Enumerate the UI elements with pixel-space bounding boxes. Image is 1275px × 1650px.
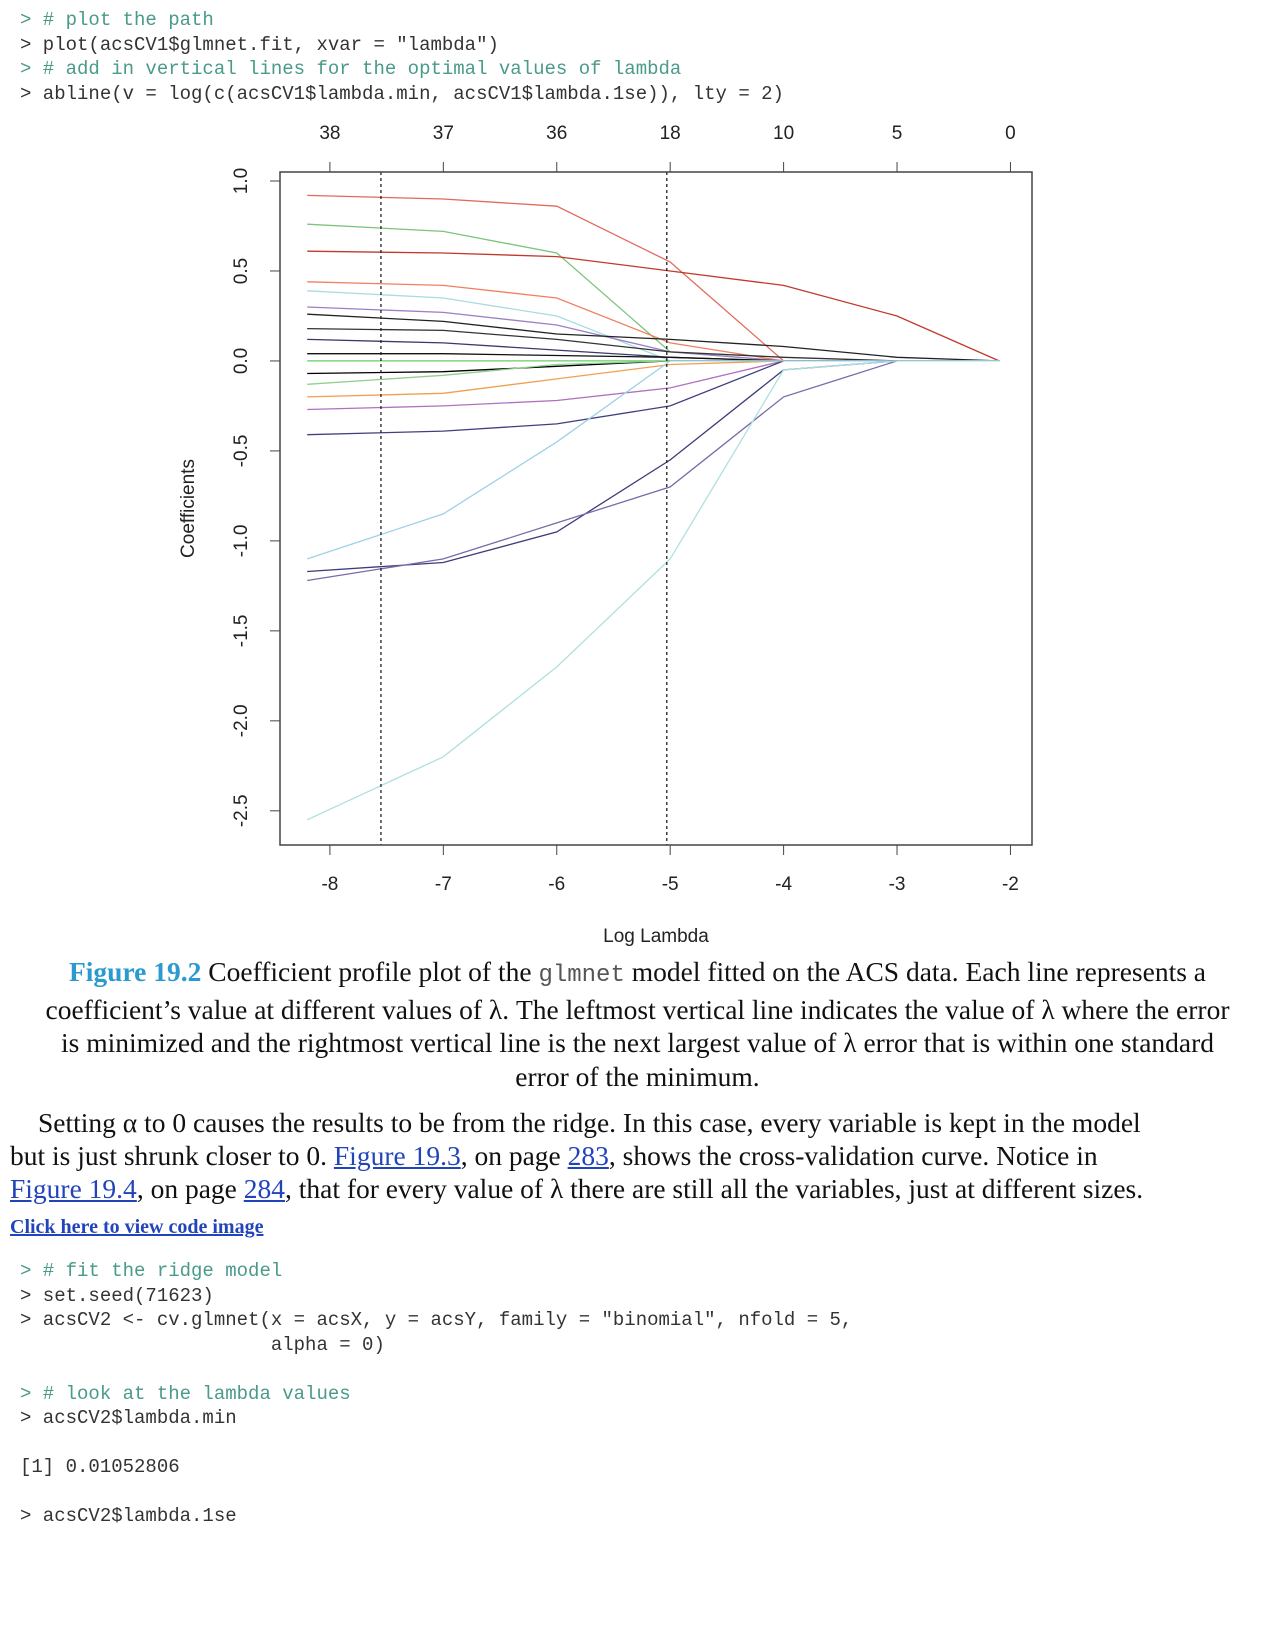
top-tick-label: 18 <box>660 123 681 144</box>
figure-label: Figure 19.2 <box>68 956 202 987</box>
x-tick-label: -2 <box>1002 874 1019 895</box>
x-tick-label: -8 <box>321 874 338 895</box>
paragraph: Setting α to 0 causes the results to be … <box>10 1106 1175 1205</box>
y-axis-label: Coefficients <box>178 459 199 558</box>
y-tick-label: -0.5 <box>231 435 252 468</box>
code-line <box>20 1480 852 1505</box>
coefficient-line <box>307 281 1000 362</box>
top-tick-label: 5 <box>892 123 903 144</box>
coefficient-line <box>307 360 1000 411</box>
code-line: > # add in vertical lines for the optima… <box>20 58 682 80</box>
code-line: > # plot the path <box>20 9 214 31</box>
y-tick-label: 0.0 <box>231 348 252 374</box>
x-tick-label: -3 <box>889 874 906 895</box>
y-tick-label: -1.0 <box>231 525 252 558</box>
link[interactable]: 283 <box>567 1140 609 1171</box>
coefficient-line <box>307 360 1000 573</box>
top-tick-label: 38 <box>319 123 340 144</box>
text: , shows the cross-validation curve. Noti… <box>608 1140 1098 1171</box>
text: , that for every value of λ there are st… <box>284 1173 1144 1204</box>
y-tick-label: -2.0 <box>231 704 252 737</box>
code-text: glmnet <box>538 962 625 989</box>
code-block: > # plot the path > plot(acsCV1$glmnet.fi… <box>20 8 784 106</box>
coefficient-line <box>307 313 1000 362</box>
code-line: > set.seed(71623) <box>20 1284 214 1307</box>
coefficient-line <box>307 250 1000 362</box>
code-line: alpha = 0) <box>20 1333 385 1356</box>
coefficient-line <box>307 360 1000 398</box>
text: , on page <box>136 1173 244 1204</box>
text: , on page <box>460 1140 568 1171</box>
caption-text: model fitted on the ACS data. Each line … <box>45 956 1230 1092</box>
x-tick-label: -6 <box>548 874 565 895</box>
x-axis-label: Log Lambda <box>603 926 709 947</box>
link[interactable]: Figure 19.4 <box>10 1173 137 1204</box>
code-line <box>20 1431 852 1456</box>
y-tick-label: 0.5 <box>231 258 252 284</box>
code-block: > # fit the ridge model > set.seed(71623)… <box>20 1259 852 1529</box>
code-line <box>20 1357 852 1382</box>
code-line: [1] 0.01052806 <box>20 1456 180 1478</box>
top-tick-label: 36 <box>546 123 567 144</box>
coefficient-line <box>306 360 1000 821</box>
code-link[interactable]: Click here to view code image <box>10 1216 264 1238</box>
figure-caption: Figure 19.2 Coefficient profile plot of … <box>40 955 1235 1093</box>
y-tick-label: 1.0 <box>231 168 252 194</box>
code-line: > acsCV2 <- cv.glmnet(x = acsX, y = acsY… <box>20 1309 853 1331</box>
code-line: > acsCV2$lambda.min <box>20 1407 237 1429</box>
code-line: > # look at the lambda values <box>20 1382 351 1405</box>
coefficient-line <box>306 360 1000 560</box>
x-tick-label: -5 <box>662 874 679 895</box>
link[interactable]: Figure 19.3 <box>333 1140 461 1171</box>
plot-frame <box>279 171 1033 846</box>
y-tick-label: -1.5 <box>231 614 252 647</box>
x-tick-label: -4 <box>775 874 792 895</box>
x-tick-label: -7 <box>435 874 452 895</box>
code-line: > # fit the ridge model <box>20 1260 283 1282</box>
code-line: > acsCV2$lambda.1se <box>20 1505 237 1527</box>
code-line: > plot(acsCV1$glmnet.fit, xvar = "lambda… <box>20 33 499 56</box>
text: Setting α to 0 causes the results to be … <box>10 1107 1141 1171</box>
y-tick-label: -2.5 <box>231 794 252 827</box>
top-tick-label: 10 <box>773 123 794 144</box>
chart: -8 -7 -6 -5 -4 -3 -2 38 37 36 18 10 5 0 -2.5 -2.0 -1.5 -1… <box>178 123 1033 947</box>
code-line: > abline(v = log(c(acsCV1$lambda.min, ac… <box>20 82 784 105</box>
coefficient-line <box>307 223 1000 362</box>
top-tick-label: 37 <box>433 123 454 144</box>
link[interactable]: 284 <box>243 1173 285 1204</box>
caption-text: Coefficient profile plot of the <box>201 956 539 987</box>
top-tick-label: 0 <box>1005 123 1016 144</box>
